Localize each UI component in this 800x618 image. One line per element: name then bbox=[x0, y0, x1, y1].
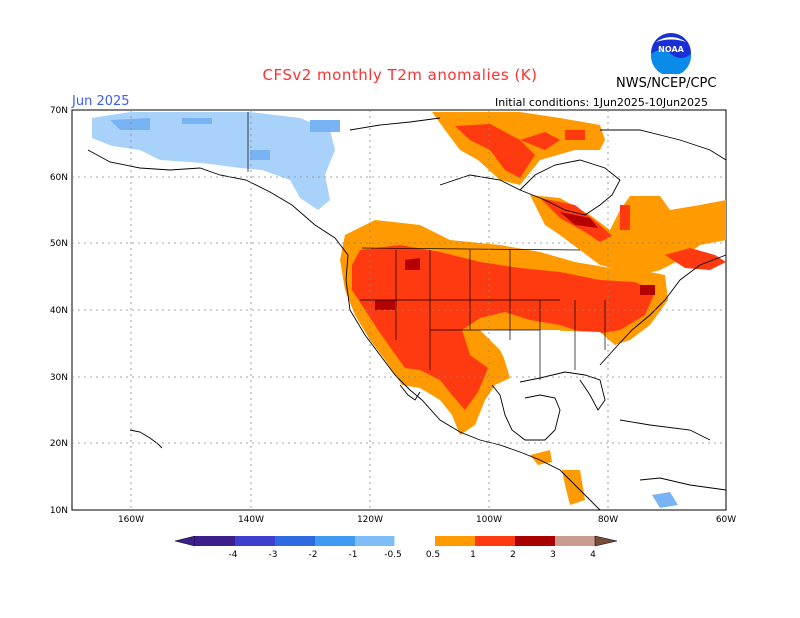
legend-swatch bbox=[394, 535, 436, 547]
graticule bbox=[72, 110, 726, 510]
lat-label: 40N bbox=[50, 306, 68, 316]
legend-arrow-low bbox=[174, 535, 196, 547]
legend-label: -3 bbox=[269, 550, 278, 560]
legend-label: -1 bbox=[349, 550, 358, 560]
legend-label: 3 bbox=[550, 550, 556, 560]
lon-label: 80W bbox=[598, 515, 618, 525]
legend-label: -2 bbox=[309, 550, 318, 560]
legend-label: -4 bbox=[229, 550, 238, 560]
legend-swatch bbox=[235, 536, 275, 546]
legend-label: 4 bbox=[590, 550, 596, 560]
legend-swatch bbox=[435, 536, 475, 546]
color-legend: -4 -3 -2 -1 -0.5 0.5 1 2 3 4 bbox=[174, 535, 618, 560]
lon-label: 120W bbox=[357, 515, 383, 525]
legend-swatch bbox=[275, 536, 315, 546]
coastlines bbox=[87, 117, 727, 511]
agency-label: NWS/NCEP/CPC bbox=[616, 76, 717, 91]
legend-swatch bbox=[195, 536, 235, 546]
forecast-month: Jun 2025 bbox=[72, 94, 130, 109]
legend-swatch bbox=[515, 536, 555, 546]
lat-label: 30N bbox=[50, 373, 68, 383]
legend-swatch bbox=[315, 536, 355, 546]
lon-label: 160W bbox=[118, 515, 144, 525]
legend-label: 1 bbox=[470, 550, 476, 560]
legend-label: -0.5 bbox=[384, 550, 402, 560]
svg-text:NOAA: NOAA bbox=[658, 45, 684, 54]
state-borders bbox=[247, 112, 606, 380]
lat-label: 70N bbox=[50, 106, 68, 116]
lon-label: 100W bbox=[476, 515, 502, 525]
lat-label: 20N bbox=[50, 439, 68, 449]
map-title: CFSv2 monthly T2m anomalies (K) bbox=[262, 66, 538, 84]
anomaly-shading bbox=[92, 112, 726, 508]
noaa-logo-icon: NOAA bbox=[650, 32, 692, 76]
lat-label: 10N bbox=[50, 506, 68, 516]
lon-label: 60W bbox=[716, 515, 736, 525]
legend-arrow-high bbox=[594, 535, 618, 547]
legend-swatch bbox=[555, 536, 595, 546]
lat-label: 60N bbox=[50, 173, 68, 183]
initial-conditions: Initial conditions: 1Jun2025-10Jun2025 bbox=[495, 96, 709, 109]
legend-swatch bbox=[355, 536, 395, 546]
legend-label: 2 bbox=[510, 550, 516, 560]
lat-label: 50N bbox=[50, 239, 68, 249]
legend-label: 0.5 bbox=[426, 550, 440, 560]
legend-swatch bbox=[475, 536, 515, 546]
lon-label: 140W bbox=[238, 515, 264, 525]
